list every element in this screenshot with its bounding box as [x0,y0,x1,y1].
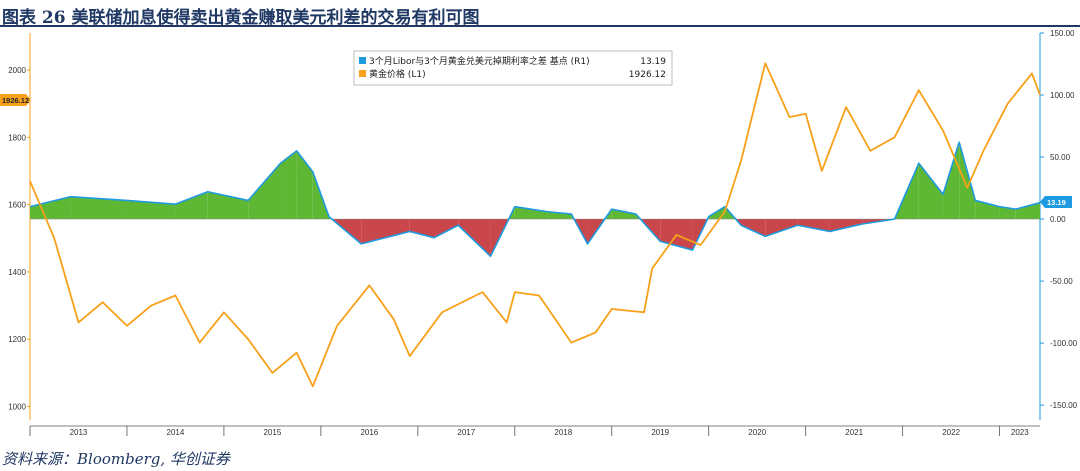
x-tick-label: 2022 [942,428,960,437]
x-tick-label: 2016 [360,428,378,437]
right-tick-label: 100.00 [1050,91,1075,100]
left-tick-label: 2000 [8,66,26,75]
legend-box [353,50,673,86]
right-tick-label: -100.00 [1050,339,1078,348]
right-tag-text: 13.19 [1047,198,1066,207]
left-tick-label: 1000 [8,403,26,412]
spread-area-segment [959,142,976,220]
x-tick-label: 2014 [167,428,185,437]
right-value-tag: 13.19 [1040,196,1072,208]
spread-area-segment [409,219,434,238]
left-tick-label: 1600 [8,201,26,210]
spread-line [29,141,1041,258]
legend-value-spread: 13.19 [640,57,666,67]
x-tick-label: 2015 [264,428,282,437]
spread-area-segment [765,219,798,237]
spread-area-segment [741,219,766,237]
legend-label-gold: 黄金价格 (L1) [369,68,426,80]
x-axis: 2013 2014 2015 2016 2017 2018 2019 2020 2021 2022… [29,425,1040,437]
left-tick-label: 1200 [8,335,26,344]
spread-area-segment [248,163,281,220]
spread-area-segment [434,219,459,238]
figure-title: 图表 26 美联储加息使得卖出黄金赚取美元利差的交易有利可图 [2,8,480,28]
spread-area-segment [918,163,944,220]
left-tick-label: 1800 [8,133,26,142]
spread-area-segment [797,219,830,232]
spread-area-segment [458,219,491,257]
x-tick-label: 2017 [457,428,475,437]
right-tick-label: 50.00 [1050,153,1071,162]
right-tick-label: 0.00 [1050,215,1066,224]
spread-area-segment [361,219,410,244]
spread-area-segment [514,206,548,220]
legend: 3个月Libor与3个月黄金兑美元掉期利率之差 基点 (R1) 13.19 黄金… [353,50,673,86]
legend-label-spread: 3个月Libor与3个月黄金兑美元掉期利率之差 基点 (R1) [369,55,590,67]
left-tick-label: 1400 [8,268,26,277]
x-tick-label: 2018 [554,428,572,437]
title-rule [0,25,1080,27]
left-tag-text: 1926.12 [2,96,29,105]
left-value-tag: 1926.12 [0,94,31,106]
x-tick-label: 2020 [748,428,766,437]
source-note: 资料来源：Bloomberg, 华创证券 [2,450,230,468]
spread-area-segment [943,142,960,220]
spread-area-segment [30,196,71,220]
spread-area-segment [829,219,863,232]
x-tick-label: 2013 [70,428,88,437]
right-tick-label: -50.00 [1050,277,1073,286]
spread-area [30,142,1040,257]
spread-area-segment [126,200,176,220]
right-tick-label: 150.00 [1050,29,1075,38]
x-tick-label: 2023 [1011,428,1029,437]
left-axis: 1000 1200 1400 1600 1800 2000 [8,33,31,420]
x-tick-label: 2021 [845,428,863,437]
spread-area-segment [70,196,127,220]
spread-area-segment [999,206,1016,220]
gold-price-line [29,62,1041,388]
right-tick-label: -150.00 [1050,401,1078,410]
spread-area-segment [1015,202,1040,220]
x-tick-label: 2019 [651,428,669,437]
legend-value-gold: 1926.12 [629,70,666,80]
legend-swatch-spread [359,57,366,64]
legend-swatch-gold [359,70,366,77]
spread-area-segment [611,209,636,220]
series-lines [29,62,1041,388]
spread-area-segment [280,150,297,220]
right-axis: -150.00 -100.00 -50.00 0.00 50.00 100.00 150.0… [1039,29,1078,420]
spread-area-segment [175,191,208,220]
